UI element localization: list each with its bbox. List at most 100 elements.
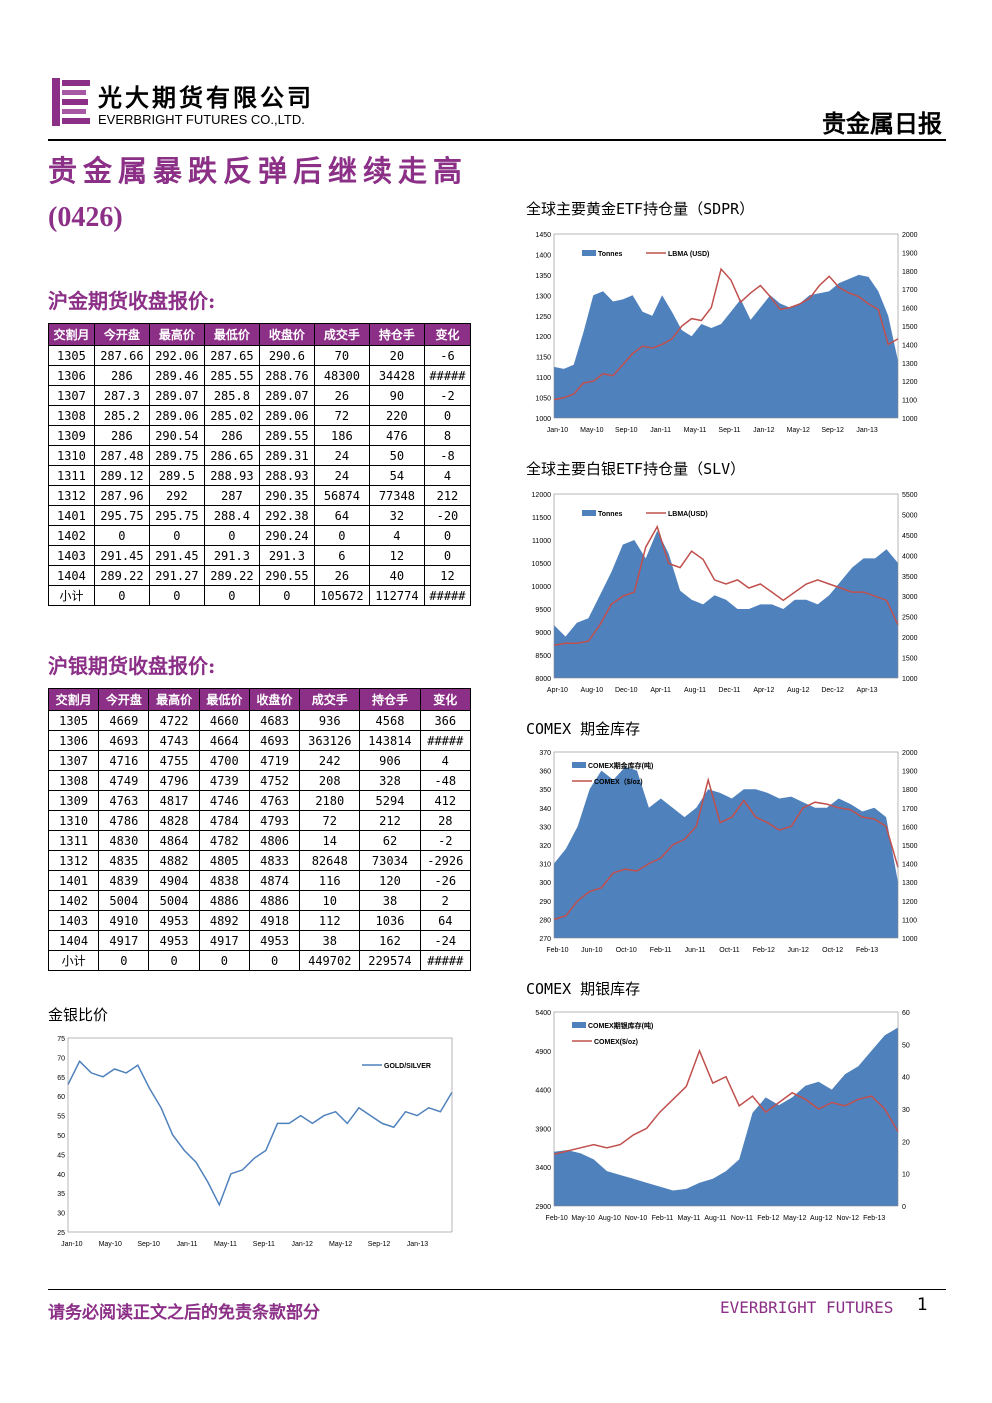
table-row: 1401 295.75 295.75 288.4 292.38 64 32 -20 [48, 505, 472, 526]
table-cell: 4806 [248, 830, 301, 851]
table-cell: 4838 [198, 870, 250, 891]
table-cell: 2180 [299, 790, 361, 811]
y-right-tick-label: 40 [902, 1075, 910, 1082]
table-cell: 229574 [359, 950, 421, 971]
table-cell: 0 [203, 585, 260, 606]
table-cell: ##### [419, 950, 472, 971]
y-right-tick-label: 60 [902, 1010, 910, 1017]
table-row: 1308 4749 4796 4739 4752 208 328 -48 [47, 770, 472, 791]
y-right-tick-label: 2000 [902, 232, 918, 239]
table-cell: 289.31 [258, 445, 315, 466]
legend-swatch [572, 1022, 586, 1028]
column-header: 收盘价 [258, 323, 315, 346]
table-cell: 4722 [148, 710, 200, 731]
table-cell: 38 [299, 930, 361, 951]
table-cell: 162 [359, 930, 421, 951]
table-cell: 小计 [47, 950, 100, 971]
y-right-tick-label: 0 [902, 1204, 906, 1211]
table-cell: 286 [203, 425, 260, 446]
column-header: 今开盘 [98, 688, 150, 711]
y-left-tick-label: 1150 [536, 355, 551, 362]
legend-swatch [582, 250, 596, 256]
y-left-tick-label: 4900 [535, 1049, 551, 1056]
table-cell: 4693 [98, 730, 150, 751]
x-tick-label: Feb-12 [753, 947, 775, 954]
table-cell: 0 [248, 950, 301, 971]
table-cell: -6 [423, 345, 472, 366]
y-right-tick-label: 1900 [902, 769, 918, 776]
table-cell: 1309 [48, 425, 95, 446]
table-cell: 4683 [248, 710, 301, 731]
table-row: 1403 4910 4953 4892 4918 112 1036 64 [47, 910, 472, 931]
table-cell: 1402 [47, 890, 100, 911]
table-cell: 4749 [98, 770, 150, 791]
table-cell: 1312 [47, 850, 100, 871]
chart-title-comex-gold: COMEX 期金库存 [526, 720, 641, 738]
table-row: 1403 291.45 291.45 291.3 291.3 6 12 0 [48, 545, 472, 566]
y-left-tick-label: 1300 [535, 293, 551, 300]
column-header: 交割月 [47, 688, 100, 711]
y-right-tick-label: 1200 [902, 899, 918, 906]
comex-gold-chart: 270 280 290 300 310 320 330 340 350 360 370 1000 110… [539, 750, 918, 954]
table-cell: 1312 [48, 485, 95, 506]
x-tick-label: Jan-13 [856, 427, 878, 434]
comex-silver-chart: 2900 3400 3900 4400 4900 5400 0 10 20 30 40 50 60 Feb… [535, 1010, 910, 1222]
table-row: 1404 289.22 291.27 289.22 290.55 26 40 12 [48, 565, 472, 586]
chart-title-slv: 全球主要白银ETF持仓量（SLV） [526, 460, 746, 478]
y-left-tick-label: 340 [539, 806, 551, 813]
y-left-tick-label: 8500 [535, 653, 551, 660]
x-tick-label: May-11 [684, 427, 707, 434]
table-cell: 4 [419, 750, 472, 771]
table-cell: 2 [419, 890, 472, 911]
x-tick-label: Aug-10 [581, 687, 604, 694]
table-row: 1401 4839 4904 4838 4874 116 120 -26 [47, 870, 472, 891]
column-header: 成交手 [313, 323, 370, 346]
table-cell: 212 [423, 485, 472, 506]
table-row: 1305 4669 4722 4660 4683 936 4568 366 [47, 710, 472, 731]
table-cell: 4568 [359, 710, 421, 731]
date-code: (0426) [48, 202, 123, 233]
series-area [554, 530, 898, 678]
table-cell: 70 [313, 345, 370, 366]
table-row: 1310 287.48 289.75 286.65 289.31 24 50 -8 [48, 445, 472, 466]
column-header: 最低价 [198, 688, 250, 711]
y-left-tick-label: 10000 [532, 584, 552, 591]
table-row: 1312 4835 4882 4805 4833 82648 73034 -2926 [47, 850, 472, 871]
x-tick-label: May-12 [329, 1241, 352, 1248]
table-cell: 73034 [359, 850, 421, 871]
legend-label: COMEX期金库存(吨) [588, 761, 653, 770]
table-row: 1311 289.12 289.5 288.93 288.93 24 54 4 [48, 465, 472, 486]
table-cell: 4839 [98, 870, 150, 891]
page-number: 1 [917, 1295, 928, 1315]
table-row: 1309 286 290.54 286 289.55 186 476 8 [48, 425, 472, 446]
x-tick-label: Jan-13 [407, 1241, 429, 1248]
x-tick-label: May-10 [580, 427, 603, 434]
legend-label: GOLD/SILVER [384, 1063, 431, 1070]
table-cell: 287.96 [93, 485, 150, 506]
header-divider [48, 139, 946, 141]
x-tick-label: May-11 [214, 1241, 237, 1248]
chart-title-gold-silver-ratio: 金银比价 [48, 1006, 109, 1024]
y-right-tick-label: 1300 [902, 361, 918, 368]
table-cell: 242 [299, 750, 361, 771]
table-cell: 291.3 [203, 545, 260, 566]
x-tick-label: Apr-11 [650, 687, 671, 694]
table-cell: 116 [299, 870, 361, 891]
series-line [67, 1060, 453, 1207]
y-left-tick-label: 75 [57, 1036, 65, 1043]
table-cell: -48 [419, 770, 472, 791]
table-cell: 0 [313, 525, 370, 546]
table-cell: 289.75 [148, 445, 205, 466]
plot-frame [553, 1011, 899, 1207]
x-tick-label: Aug-10 [598, 1215, 621, 1222]
y-left-tick-label: 310 [539, 862, 551, 869]
table-cell: 4830 [98, 830, 150, 851]
x-tick-label: Sep-11 [253, 1241, 275, 1248]
y-left-tick-label: 3400 [535, 1165, 551, 1172]
y-left-tick-label: 70 [57, 1055, 65, 1062]
table-cell: 287.65 [203, 345, 260, 366]
x-tick-label: Jan-10 [61, 1241, 83, 1248]
table-cell: 1307 [47, 750, 100, 771]
table-cell: 64 [313, 505, 370, 526]
table-cell: -2926 [419, 850, 472, 871]
